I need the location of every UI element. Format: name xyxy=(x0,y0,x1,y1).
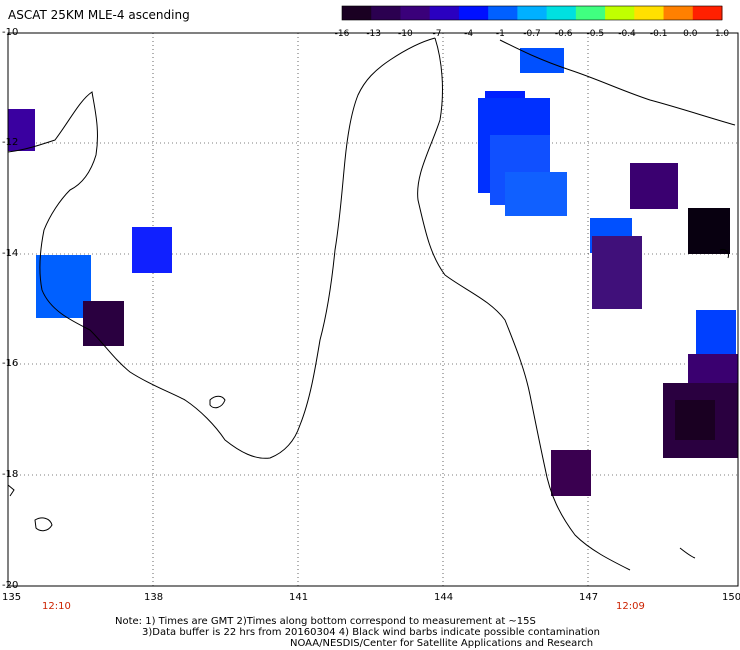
coastline xyxy=(7,37,736,571)
data-cell xyxy=(551,450,591,496)
colorbar-swatch xyxy=(634,6,665,20)
data-cell xyxy=(8,109,35,151)
lon-tick: 150 xyxy=(722,592,740,603)
colorbar-label: -7 xyxy=(433,29,442,39)
data-cell xyxy=(630,163,678,209)
map-title: ASCAT 25KM MLE-4 ascending xyxy=(8,8,190,22)
colorbar-label: -10 xyxy=(398,29,413,39)
data-cell xyxy=(83,301,124,346)
colorbar-swatch xyxy=(458,6,489,20)
colorbar-swatch xyxy=(546,6,577,20)
note-line-1: Note: 1) Times are GMT 2)Times along bot… xyxy=(115,616,536,627)
colorbar-label: -0.7 xyxy=(523,29,541,39)
map-frame xyxy=(7,32,739,587)
colorbar-label: -0.4 xyxy=(618,29,636,39)
colorbar-label: -4 xyxy=(464,29,473,39)
lat-tick: -12 xyxy=(2,137,19,148)
colorbar-swatch xyxy=(488,6,518,20)
data-cell xyxy=(520,48,564,73)
data-cell xyxy=(132,227,172,273)
data-cells xyxy=(8,48,738,496)
colorbar-label: -0.5 xyxy=(587,29,605,39)
lat-tick: -20 xyxy=(2,580,19,591)
colorbar-label: 1.0 xyxy=(715,29,730,39)
colorbar-swatch xyxy=(517,6,548,20)
data-cell xyxy=(592,236,642,309)
colorbar-labels: -16 -13 -10 -7 -4 -1 -0.7 -0.6 -0.5 -0.4 -0.1 0.0 1.… xyxy=(335,29,730,39)
colorbar-frame xyxy=(341,5,723,21)
colorbar-label: 0.0 xyxy=(683,29,698,39)
data-cell xyxy=(36,255,91,318)
lat-tick: -18 xyxy=(2,469,19,480)
data-cell xyxy=(688,208,730,254)
colorbar-swatch xyxy=(400,6,431,20)
colorbar-label: -16 xyxy=(335,29,350,39)
colorbar-label: -0.6 xyxy=(555,29,573,39)
lat-tick: -14 xyxy=(2,248,19,259)
colorbar-swatches xyxy=(341,5,723,21)
time-label-right: 12:09 xyxy=(616,601,645,612)
data-cell xyxy=(675,400,715,440)
colorbar-label: -0.1 xyxy=(650,29,668,39)
colorbar-swatch xyxy=(429,6,460,20)
colorbar-swatch xyxy=(605,6,635,20)
note-line-2: 3)Data buffer is 22 hrs from 20160304 4)… xyxy=(142,627,600,638)
lon-tick: 147 xyxy=(579,592,599,603)
colorbar-swatch xyxy=(575,6,606,20)
colorbar-swatch xyxy=(692,6,723,20)
colorbar-swatch xyxy=(663,6,694,20)
colorbar: -16 -13 -10 -7 -4 -1 -0.7 -0.6 -0.5 -0.4 -0.1 0.0 1.… xyxy=(335,5,730,39)
colorbar-swatch xyxy=(371,6,401,20)
time-label-left: 12:10 xyxy=(42,601,71,612)
lon-tick: 144 xyxy=(434,592,454,603)
note-line-3: NOAA/NESDIS/Center for Satellite Applica… xyxy=(290,638,594,649)
lon-tick: 138 xyxy=(144,592,164,603)
lon-tick: 141 xyxy=(289,592,309,603)
data-cell xyxy=(505,172,567,216)
data-cell xyxy=(696,310,736,355)
colorbar-label: -1 xyxy=(496,29,505,39)
colorbar-label: -13 xyxy=(366,29,381,39)
lat-tick: -16 xyxy=(2,358,19,369)
lat-tick: -10 xyxy=(2,27,19,38)
lon-tick: 135 xyxy=(2,592,22,603)
colorbar-swatch xyxy=(342,6,372,20)
